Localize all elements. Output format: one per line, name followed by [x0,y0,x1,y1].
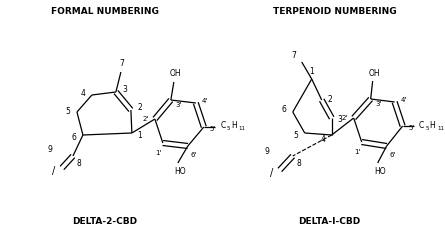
Text: 3: 3 [122,86,127,95]
Text: OH: OH [369,69,380,78]
Text: 3: 3 [337,116,342,124]
Text: 5: 5 [65,107,70,116]
Text: 4: 4 [320,136,325,144]
Text: H: H [231,121,237,130]
Text: 1: 1 [309,66,314,75]
Text: HO: HO [374,167,385,175]
Text: TERPENOID NUMBERING: TERPENOID NUMBERING [273,7,396,17]
Text: 8: 8 [77,160,81,168]
Text: OH: OH [170,69,182,79]
Text: 7: 7 [119,59,124,69]
Text: 8: 8 [296,158,301,168]
Text: C: C [419,120,424,130]
Text: 6': 6' [389,152,396,158]
Text: H: H [430,120,436,130]
Text: DELTA-I-CBD: DELTA-I-CBD [299,217,361,226]
Text: /: / [53,166,56,176]
Text: 6': 6' [190,152,197,158]
Text: 6: 6 [72,134,77,143]
Text: 4': 4' [400,97,407,103]
Text: 6: 6 [281,106,286,114]
Text: 11: 11 [437,126,444,130]
Text: 1: 1 [138,130,142,140]
Text: DELTA-2-CBD: DELTA-2-CBD [73,217,138,226]
Text: 2: 2 [328,96,332,104]
Text: 1': 1' [355,149,361,155]
Text: 11: 11 [238,127,245,131]
Text: 4: 4 [81,89,85,97]
Text: FORMAL NUMBERING: FORMAL NUMBERING [51,7,159,17]
Text: /: / [270,168,273,178]
Text: 2': 2' [342,115,348,121]
Text: 2: 2 [138,103,142,113]
Text: 7: 7 [291,51,296,61]
Text: HO: HO [174,167,186,175]
Text: 1': 1' [156,150,162,156]
Text: 4': 4' [202,98,208,104]
Text: 5': 5' [409,125,415,131]
Text: 5: 5 [426,126,429,130]
Text: 3': 3' [176,102,182,108]
Text: 2': 2' [143,116,149,122]
Text: 5': 5' [210,126,216,132]
Text: 3': 3' [376,101,382,107]
Text: 5: 5 [227,127,231,131]
Text: 5: 5 [293,130,298,140]
Text: 9: 9 [47,145,52,154]
Text: C: C [220,121,226,130]
Text: 9: 9 [265,147,270,157]
